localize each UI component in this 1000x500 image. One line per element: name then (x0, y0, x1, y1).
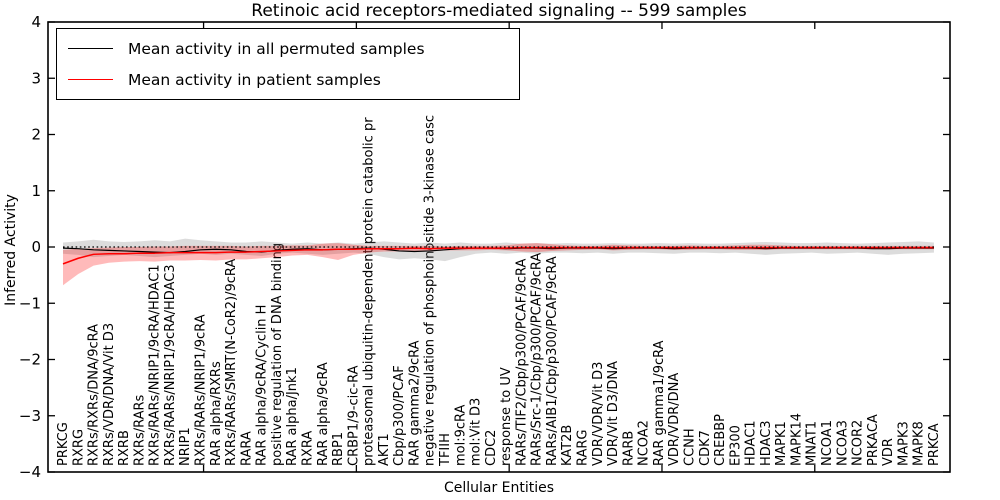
entity-label: RARB (621, 431, 636, 466)
entity-label: NCOA3 (835, 420, 850, 466)
entity-label: AKT1 (377, 433, 392, 466)
legend: Mean activity in all permuted samples Me… (56, 28, 520, 100)
entity-label: MAPK1 (774, 421, 789, 466)
entity-label: MAPK8 (912, 421, 927, 466)
entity-label: RAR alpha/9cRA/Cyclin H (255, 305, 270, 466)
entity-label: NRIP1 (178, 427, 193, 466)
entity-label: RXRs/RARs/NRIP1/9cRA (194, 314, 209, 466)
entity-label: HDAC3 (759, 420, 774, 466)
entity-label: CCNH (682, 428, 697, 466)
entity-label: RBP1 (331, 432, 346, 466)
entity-label: VDR (881, 438, 896, 466)
entity-label: MNAT1 (805, 421, 820, 466)
entity-label: RAR gamma1/9cRA (652, 340, 667, 466)
entity-label: positive regulation of DNA binding (270, 243, 285, 466)
entity-label: RXRs/RARs (132, 394, 147, 466)
entity-label: PRKACA (866, 414, 881, 466)
entity-label: Cbp/p300/PCAF (392, 365, 407, 466)
entity-label: RARs/Src-1/Cbp/p300/PCAF/9cRA (530, 253, 545, 466)
legend-patient-line-icon (68, 79, 113, 80)
entity-label: RAR alpha/9cRA (316, 362, 331, 466)
entity-label: TFIIH (438, 433, 453, 467)
entity-label: EP300 (728, 425, 743, 466)
entity-label: MAPK14 (789, 413, 804, 466)
y-tick-label: 3 (31, 69, 41, 87)
entity-label: VDR/Vit D3/DNA (606, 361, 621, 466)
entity-label: CDK7 (698, 430, 713, 466)
chart-title: Retinoic acid receptors-mediated signali… (251, 1, 747, 21)
entity-label: RARG (576, 429, 591, 466)
entity-label: RAR gamma2/9cRA (407, 340, 422, 466)
entity-label: NCOA1 (820, 420, 835, 466)
y-axis-label: Inferred Activity (3, 194, 19, 306)
x-axis-label: Cellular Entities (443, 480, 555, 496)
entity-label: RXRs/VDR/DNA/Vit D3 (102, 323, 117, 466)
y-tick-label: −2 (19, 351, 41, 369)
legend-label-patient: Mean activity in patient samples (128, 70, 381, 89)
legend-entry-patient: Mean activity in patient samples (57, 64, 519, 95)
entity-label: RXRG (71, 429, 86, 466)
entity-label: mol:Vit D3 (469, 398, 484, 466)
y-tick-label: −1 (19, 294, 41, 312)
entity-label: RXRs/RARs/NRIP1/9cRA/HDAC1 (148, 264, 163, 466)
entity-label: RXRs/RXRs/DNA/9cRA (87, 324, 102, 466)
entity-label: CRBP1/9-cic-RA (346, 365, 361, 466)
legend-label-permuted: Mean activity in all permuted samples (128, 39, 425, 58)
entity-label: VDR/VDR/DNA (667, 373, 682, 466)
y-tick-label: −3 (19, 407, 41, 425)
entity-label: MAPK3 (896, 421, 911, 466)
entity-label: CREBBP (713, 414, 728, 466)
entity-label: RXRB (117, 430, 132, 466)
entity-label: mol:9cRA (453, 404, 468, 466)
entity-label: NCOA2 (637, 420, 652, 466)
y-tick-label: 2 (31, 126, 41, 144)
entity-label: KAT2B (560, 425, 575, 466)
entity-label: CDC2 (484, 430, 499, 466)
y-tick-label: 4 (31, 13, 41, 31)
entity-label: VDR/VDR/Vit D3 (591, 362, 606, 466)
entity-label: RAR alpha/RXRs (209, 361, 224, 466)
entity-label: RXRs/RARs/SMRT(N-CoR2)/9cRA (224, 259, 239, 466)
y-tick-label: 1 (31, 182, 41, 200)
entity-label: RARs/AIB1/Cbp/p300/PCAF/9cRA (545, 256, 560, 466)
entity-label: RXRs/RARs/NRIP1/9cRA/HDAC3 (163, 264, 178, 466)
entity-label: RXRA (300, 431, 315, 466)
entity-label: response to UV (499, 367, 514, 466)
entity-label: negative regulation of phosphoinositide … (423, 115, 438, 466)
y-tick-label: 0 (31, 238, 41, 256)
entity-label: NCOR2 (851, 420, 866, 466)
entity-label: RAR alpha/Jnk1 (285, 367, 300, 466)
permuted-std-band (63, 238, 934, 262)
entity-label: RARA (239, 431, 254, 466)
entity-label: PRKCA (927, 423, 942, 466)
entity-label: PRKCG (56, 422, 71, 466)
legend-entry-permuted: Mean activity in all permuted samples (57, 33, 519, 64)
legend-permuted-line-icon (68, 48, 113, 49)
entity-label: proteasomal ubiquitin-dependent protein … (362, 117, 377, 466)
entity-label: RARs/TIF2/Cbp/p300/PCAF/9cRA (514, 259, 529, 466)
patient-std-band (63, 243, 934, 286)
patient-mean-line (62, 246, 934, 265)
entity-label: HDAC1 (744, 420, 759, 466)
y-tick-label: −4 (19, 463, 41, 481)
